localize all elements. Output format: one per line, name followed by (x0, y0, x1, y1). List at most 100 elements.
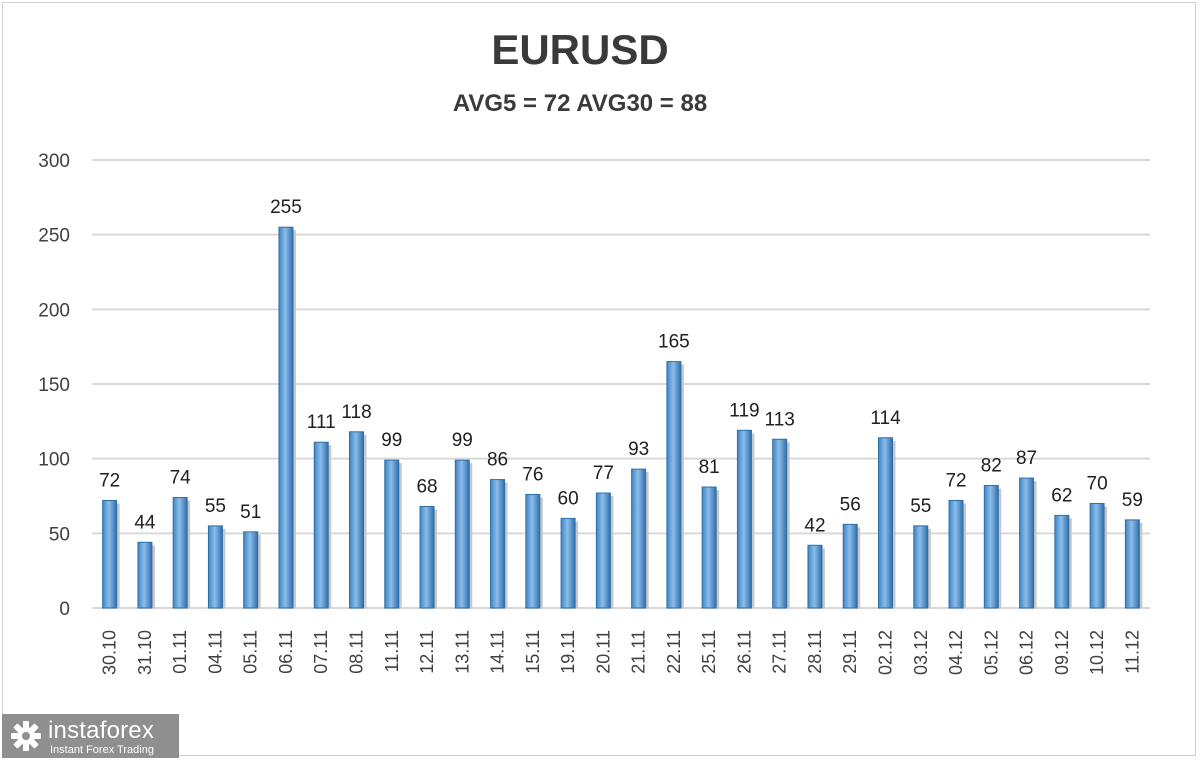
x-tick-label: 07.11 (311, 630, 331, 674)
x-tick-label: 19.11 (558, 630, 578, 674)
bar (384, 459, 400, 609)
bar (842, 523, 858, 609)
bar (525, 494, 541, 609)
bar (595, 492, 611, 609)
data-label: 113 (765, 409, 795, 430)
data-label: 82 (981, 456, 1002, 477)
x-tick-label: 03.12 (911, 630, 931, 675)
y-tick-label: 50 (49, 524, 70, 545)
bar (419, 505, 435, 609)
data-label: 42 (804, 515, 825, 536)
data-label: 44 (134, 512, 156, 533)
x-tick-label: 25.11 (699, 630, 719, 674)
data-label: 119 (729, 400, 759, 421)
y-tick-label: 200 (38, 300, 70, 321)
y-tick-label: 0 (59, 599, 70, 620)
bar (313, 441, 329, 609)
data-label: 56 (840, 494, 861, 515)
logo-name: instaforex (48, 717, 155, 744)
x-tick-label: 20.11 (593, 630, 613, 674)
x-tick-label: 29.11 (840, 630, 860, 674)
x-tick-label: 04.11 (205, 630, 225, 674)
x-tick-label: 14.11 (488, 630, 508, 674)
x-tick-label: 31.10 (135, 630, 155, 675)
data-label: 87 (1016, 448, 1037, 469)
data-label: 62 (1051, 485, 1072, 506)
data-label: 60 (558, 488, 579, 509)
logo-tagline: Instant Forex Trading (50, 744, 154, 756)
x-tick-label: 10.12 (1087, 630, 1107, 675)
bar (701, 486, 717, 609)
data-label: 76 (522, 465, 543, 486)
bar (1054, 514, 1070, 609)
bar (736, 429, 752, 609)
bar (1019, 477, 1035, 609)
bar (807, 544, 823, 609)
bar (172, 496, 188, 609)
bar (490, 479, 506, 609)
data-label: 55 (205, 496, 226, 517)
x-tick-label: 21.11 (629, 630, 649, 674)
bar (913, 525, 929, 609)
bar (983, 485, 999, 609)
x-tick-label: 08.11 (347, 630, 367, 674)
bar (631, 468, 647, 609)
gear-icon (11, 721, 41, 751)
data-label: 118 (341, 402, 371, 423)
data-label: 70 (1087, 473, 1108, 494)
instaforex-logo: instaforex Instant Forex Trading (2, 714, 179, 758)
data-label: 68 (416, 476, 437, 497)
bar (243, 531, 259, 609)
bar (948, 499, 964, 609)
x-tick-label: 04.12 (946, 630, 966, 675)
chart-subtitle: AVG5 = 72 AVG30 = 88 (452, 90, 708, 117)
x-tick-label: 30.10 (100, 630, 120, 675)
data-labels: 72 44 74 55 51 255 111 118 99 68 99 86 76 60 77 93 165 81… (99, 197, 1143, 536)
data-label: 99 (381, 430, 402, 451)
bar (349, 431, 364, 609)
data-label: 114 (870, 408, 901, 429)
y-tick-label: 100 (38, 450, 70, 471)
x-tick-label: 06.12 (1017, 630, 1037, 675)
data-label: 81 (699, 457, 720, 478)
bar (278, 226, 294, 609)
bar (1089, 502, 1105, 609)
y-tick-label: 250 (38, 226, 70, 247)
data-label: 111 (307, 412, 336, 433)
bar (102, 499, 118, 609)
x-tick-label: 02.12 (876, 630, 896, 675)
bar (454, 459, 470, 609)
x-tick-label: 13.11 (452, 630, 472, 674)
x-tick-label: 09.12 (1052, 630, 1072, 675)
data-label: 72 (99, 470, 120, 491)
data-label: 86 (487, 450, 508, 471)
x-tick-label: 05.12 (981, 630, 1001, 675)
data-label: 165 (658, 332, 690, 353)
bar (772, 438, 788, 609)
data-label: 51 (240, 502, 261, 523)
bar (560, 517, 576, 609)
chart-title: EURUSD (491, 26, 669, 73)
bar (1124, 519, 1140, 609)
x-tick-label: 28.11 (805, 630, 825, 674)
x-tick-label: 12.11 (417, 630, 437, 674)
data-label: 59 (1122, 490, 1143, 511)
bar (207, 525, 223, 609)
bar (878, 437, 893, 609)
data-label: 72 (945, 470, 966, 491)
grid-lines (92, 159, 1150, 609)
data-label: 93 (628, 439, 649, 460)
x-tick-label: 22.11 (664, 630, 684, 674)
y-axis-ticks: 0 50 100 150 200 250 300 (38, 151, 70, 620)
data-label: 55 (910, 496, 931, 517)
data-label: 74 (170, 467, 192, 488)
x-tick-label: 11.12 (1122, 630, 1142, 674)
x-tick-label: 05.11 (241, 630, 261, 674)
x-tick-label: 06.11 (276, 630, 296, 674)
x-tick-label: 27.11 (770, 630, 790, 674)
x-tick-label: 01.11 (170, 630, 190, 674)
x-tick-label: 11.11 (382, 630, 402, 672)
data-label: 77 (593, 463, 614, 484)
